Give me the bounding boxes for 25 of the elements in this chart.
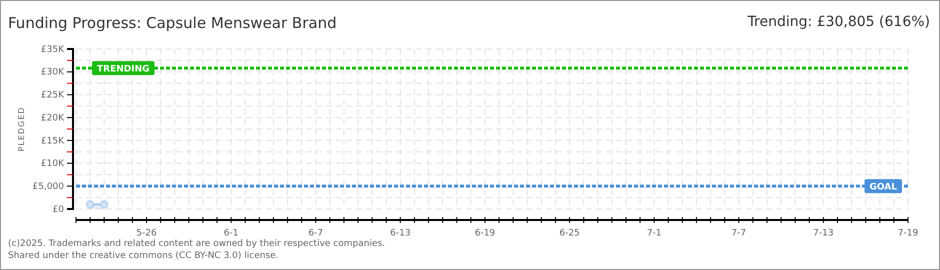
x-tick-label: 6-7 (308, 228, 324, 238)
text: Shared under the creative commons (CC BY-NC 3.0) license. (8, 251, 279, 261)
y-tick-label: £20K (40, 113, 66, 124)
text: Trending: £30,805 (616%) (746, 14, 930, 30)
x-tick-label: 5-26 (136, 228, 157, 238)
y-tick-label: £0 (52, 204, 64, 215)
x-tick-label: 6-25 (559, 228, 580, 238)
chart-title: Funding Progress: Capsule Menswear Brand (8, 14, 337, 32)
x-tick-label: 7-13 (813, 228, 834, 238)
text: (c)2025. Trademarks and related content are owned by their respective companies. (8, 239, 386, 249)
ref-line-label: TRENDING (97, 64, 150, 75)
ref-line-label: GOAL (870, 182, 898, 193)
x-tick-label: 7-19 (898, 228, 918, 238)
y-tick-label: £15K (40, 136, 66, 146)
x-tick-label: 6-19 (474, 228, 496, 238)
x-tick-label: 7-1 (646, 228, 662, 238)
x-tick-label: 6-1 (224, 228, 238, 238)
x-tick-label: 7-7 (731, 228, 746, 238)
y-axis-title: PLEDGED (17, 106, 26, 152)
y-tick-label: £30K (40, 68, 66, 78)
x-tick-label: 6-13 (390, 228, 411, 238)
y-tick-label: £5,000 (32, 182, 64, 192)
y-tick-label: £10K (40, 159, 66, 170)
y-tick-label: £35K (40, 44, 66, 55)
y-tick-label: £25K (40, 90, 66, 101)
